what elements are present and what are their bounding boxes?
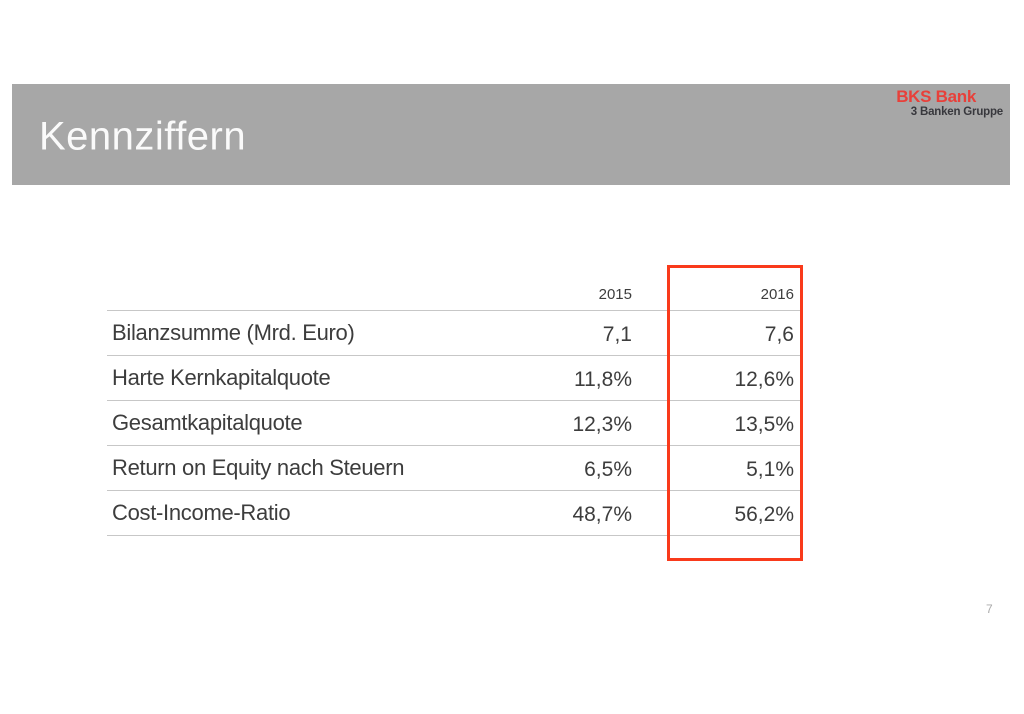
value-2016: 56,2% <box>734 503 794 526</box>
row-label: Cost-Income-Ratio <box>112 500 291 525</box>
value-2016: 13,5% <box>734 413 794 436</box>
value-2015: 48,7% <box>572 503 632 526</box>
value-2016: 5,1% <box>746 458 794 481</box>
column-header-2015: 2015 <box>598 286 632 303</box>
table-row: Return on Equity nach Steuern 6,5% 5,1% <box>107 446 803 491</box>
row-label: Return on Equity nach Steuern <box>112 455 405 480</box>
column-header-2016: 2016 <box>760 286 794 303</box>
value-2016: 7,6 <box>764 323 794 346</box>
table-header-row: 2015 2016 <box>107 276 803 311</box>
row-label: Harte Kernkapitalquote <box>112 365 331 390</box>
table-row: Gesamtkapitalquote 12,3% 13,5% <box>107 401 803 446</box>
row-label: Gesamtkapitalquote <box>112 410 303 435</box>
value-2015: 11,8% <box>574 368 632 391</box>
kpi-table: 2015 2016 Bilanzsumme (Mrd. Euro) 7,1 7,… <box>107 276 803 536</box>
page-title: Kennziffern <box>39 113 247 158</box>
bks-bank-logo: BKS Bank 3 Banken Gruppe <box>896 88 1003 119</box>
value-2016: 12,6% <box>734 368 794 391</box>
value-2015: 7,1 <box>602 323 632 346</box>
slide-header-bar: Kennziffern BKS Bank 3 Banken Gruppe <box>12 84 1010 185</box>
table-row: Cost-Income-Ratio 48,7% 56,2% <box>107 491 803 536</box>
page-number: 7 <box>986 602 993 616</box>
table-row: Harte Kernkapitalquote 11,8% 12,6% <box>107 356 803 401</box>
table-row: Bilanzsumme (Mrd. Euro) 7,1 7,6 <box>107 311 803 356</box>
logo-wordmark: BKS Bank <box>896 87 976 106</box>
logo-subtitle: 3 Banken Gruppe <box>910 106 1003 118</box>
row-label: Bilanzsumme (Mrd. Euro) <box>112 320 355 345</box>
value-2015: 6,5% <box>584 458 632 481</box>
value-2015: 12,3% <box>572 413 632 436</box>
